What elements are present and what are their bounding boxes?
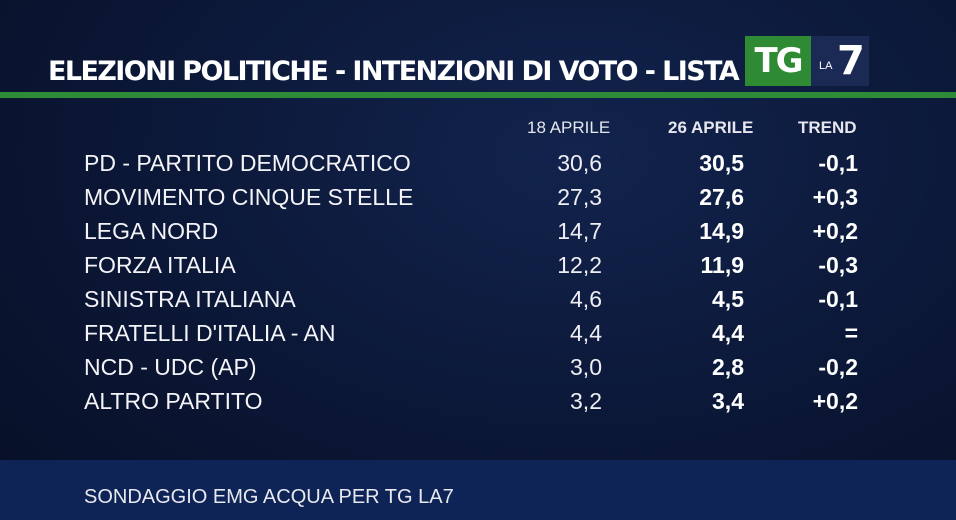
logo-la7: LA 7 <box>811 36 869 86</box>
value-18-aprile: 14,7 <box>557 218 602 244</box>
value-18-aprile: 3,2 <box>570 388 602 414</box>
trend-value: +0,2 <box>812 388 858 414</box>
value-26-aprile: 2,8 <box>712 354 744 380</box>
value-18-aprile: 4,6 <box>570 286 602 312</box>
title-bar: ELEZIONI POLITICHE - INTENZIONI DI VOTO … <box>0 40 956 92</box>
logo-7: 7 <box>837 38 865 84</box>
tg-la7-logo: TG LA 7 <box>745 36 869 86</box>
trend-value: +0,2 <box>812 218 858 244</box>
table-row: MOVIMENTO CINQUE STELLE 27,3 27,6 +0,3 <box>0 180 956 214</box>
value-26-aprile: 27,6 <box>699 184 744 210</box>
value-18-aprile: 27,3 <box>557 184 602 210</box>
table-row: LEGA NORD 14,7 14,9 +0,2 <box>0 214 956 248</box>
party-name: FRATELLI D'ITALIA - AN <box>84 320 336 346</box>
column-header-26-aprile: 26 APRILE <box>668 118 754 137</box>
table-row: NCD - UDC (AP) 3,0 2,8 -0,2 <box>0 350 956 384</box>
value-18-aprile: 3,0 <box>570 354 602 380</box>
divider <box>0 92 956 98</box>
logo-tg: TG <box>745 36 811 86</box>
trend-value: -0,3 <box>818 252 858 278</box>
value-18-aprile: 12,2 <box>557 252 602 278</box>
party-name: PD - PARTITO DEMOCRATICO <box>84 150 411 176</box>
table-row: FORZA ITALIA 12,2 11,9 -0,3 <box>0 248 956 282</box>
value-26-aprile: 14,9 <box>699 218 744 244</box>
party-name: SINISTRA ITALIANA <box>84 286 296 312</box>
table-row: PD - PARTITO DEMOCRATICO 30,6 30,5 -0,1 <box>0 146 956 180</box>
logo-la: LA <box>819 60 833 72</box>
value-26-aprile: 11,9 <box>700 252 745 278</box>
value-26-aprile: 4,4 <box>712 320 744 346</box>
table-row: ALTRO PARTITO 3,2 3,4 +0,2 <box>0 384 956 418</box>
trend-value: -0,2 <box>818 354 858 380</box>
footer-bar: SONDAGGIO EMG ACQUA PER TG LA7 <box>0 460 956 520</box>
party-name: LEGA NORD <box>84 218 219 244</box>
value-26-aprile: 4,5 <box>712 286 744 312</box>
trend-value: -0,1 <box>818 150 858 176</box>
trend-value: -0,1 <box>818 286 858 312</box>
party-name: ALTRO PARTITO <box>84 388 263 414</box>
page-title: ELEZIONI POLITICHE - INTENZIONI DI VOTO … <box>48 56 748 87</box>
party-name: NCD - UDC (AP) <box>84 354 257 380</box>
party-name: FORZA ITALIA <box>84 252 236 278</box>
value-18-aprile: 30,6 <box>557 150 602 176</box>
value-18-aprile: 4,4 <box>570 320 602 346</box>
table-row: FRATELLI D'ITALIA - AN 4,4 4,4 = <box>0 316 956 350</box>
column-header-trend: TREND <box>798 118 857 137</box>
source-note: SONDAGGIO EMG ACQUA PER TG LA7 <box>84 486 454 508</box>
party-name: MOVIMENTO CINQUE STELLE <box>84 184 414 210</box>
table-row: SINISTRA ITALIANA 4,6 4,5 -0,1 <box>0 282 956 316</box>
trend-value: = <box>844 320 858 346</box>
value-26-aprile: 30,5 <box>699 150 744 176</box>
column-header-18-aprile: 18 APRILE <box>527 118 611 137</box>
trend-value: +0,3 <box>812 184 858 210</box>
value-26-aprile: 3,4 <box>712 388 744 414</box>
